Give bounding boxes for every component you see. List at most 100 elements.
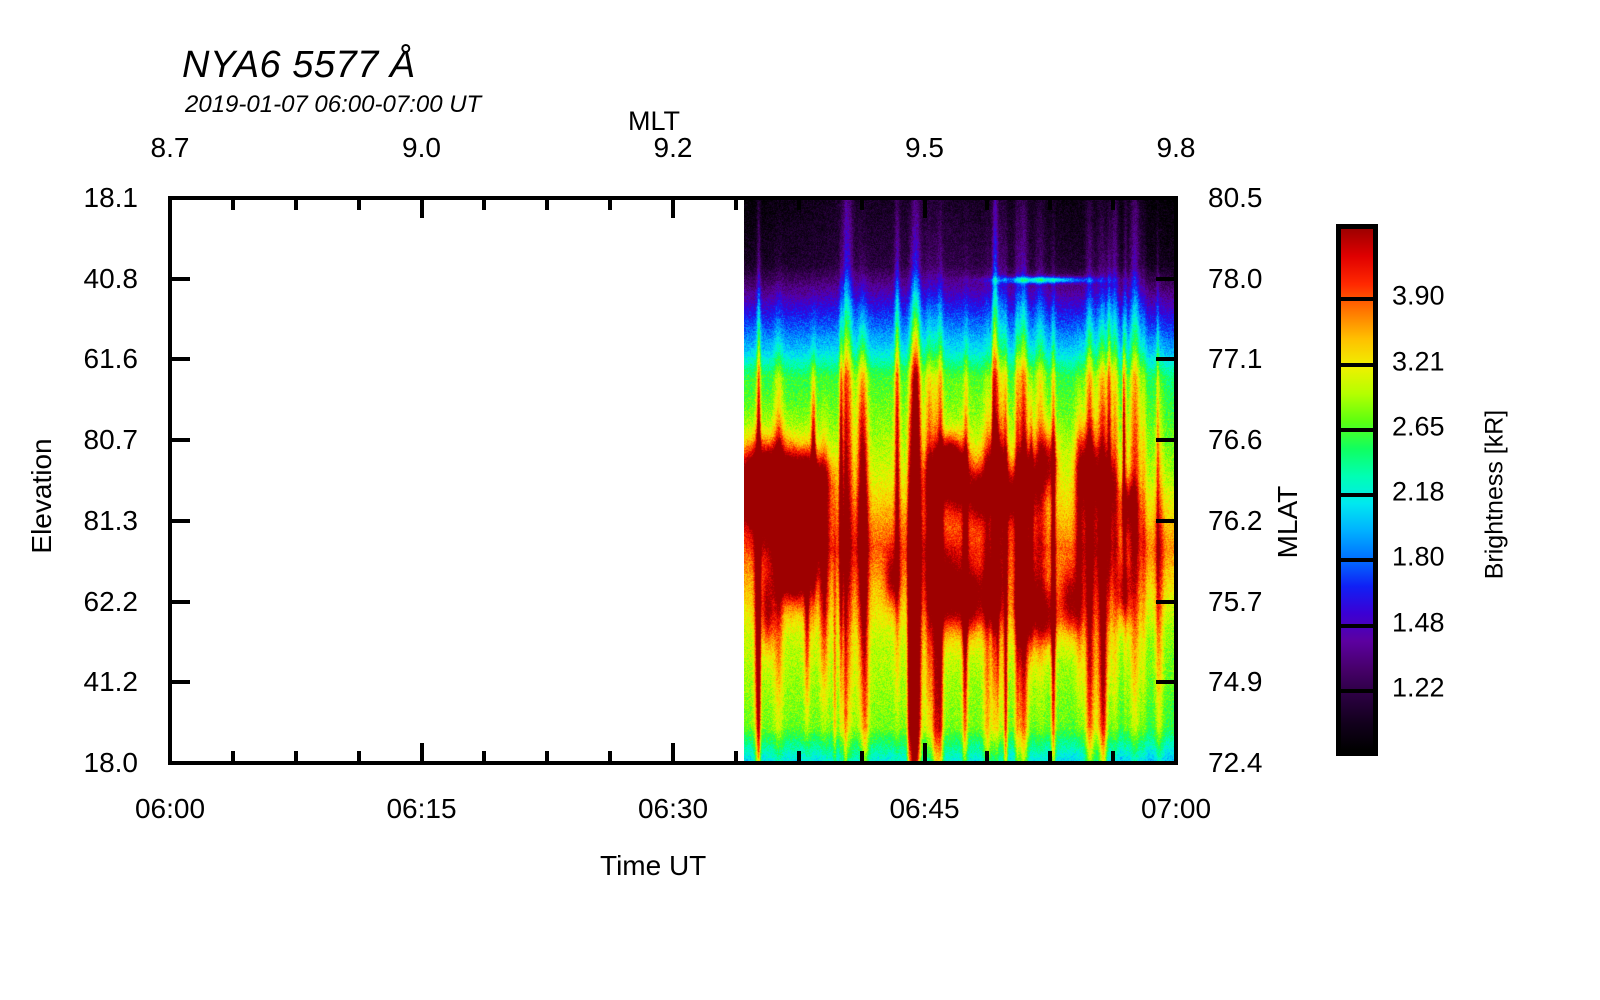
x-tick-label-top: 9.0	[402, 132, 441, 163]
y-major-tick-left	[168, 196, 190, 200]
x-minor-tick-bottom	[545, 751, 550, 765]
x-major-tick-top	[1174, 196, 1178, 218]
y-major-tick-right	[1156, 438, 1178, 443]
x-minor-tick-top	[356, 196, 361, 210]
x-minor-tick-top	[293, 196, 298, 210]
elevation-axis-title: Elevation	[26, 438, 57, 554]
y-tick-label-left: 41.2	[83, 666, 139, 698]
colorbar-tick-label: 1.22	[1392, 672, 1445, 703]
colorbar-divider	[1341, 362, 1373, 367]
x-minor-tick-top	[482, 196, 487, 210]
x-minor-tick-bottom	[1048, 751, 1053, 765]
colorbar-tick-label: 2.18	[1392, 476, 1445, 507]
x-tick-label-bottom: 06:00	[134, 793, 206, 824]
x-minor-tick-top	[1048, 196, 1053, 210]
colorbar-tick-label: 3.90	[1392, 280, 1445, 311]
colorbar-gradient	[1341, 229, 1373, 751]
x-major-tick-bottom	[168, 743, 172, 765]
colorbar-axis-title: Brightness [kR]	[1480, 409, 1509, 580]
y-major-tick-right	[1156, 761, 1178, 765]
colorbar-tick-label: 1.80	[1392, 541, 1445, 572]
colorbar-divider	[1341, 623, 1373, 628]
x-minor-tick-bottom	[482, 751, 487, 765]
x-major-tick-bottom	[922, 743, 927, 765]
y-tick-label-right: 78.0	[1208, 262, 1263, 294]
x-tick-label-bottom: 06:30	[637, 793, 709, 824]
y-tick-label-left: 61.6	[83, 343, 139, 375]
y-tick-label-left: 40.8	[83, 262, 139, 294]
y-major-tick-left	[168, 599, 190, 604]
colorbar-divider	[1341, 493, 1373, 497]
plot-area	[168, 196, 1178, 765]
y-tick-label-right: 76.2	[1208, 504, 1263, 536]
y-tick-label-left: 62.2	[83, 585, 139, 617]
y-tick-label-right: 77.1	[1208, 343, 1263, 375]
colorbar-tick-label: 3.21	[1392, 346, 1445, 376]
colorbar	[1336, 224, 1378, 756]
y-major-tick-left	[168, 276, 190, 281]
colorbar-tick-label: 1.48	[1392, 607, 1445, 637]
x-tick-label-bottom: 06:15	[386, 793, 457, 824]
mlt-axis-title: MLT	[628, 106, 680, 136]
x-minor-tick-bottom	[608, 751, 613, 765]
x-major-tick-bottom	[419, 743, 424, 765]
y-major-tick-right	[1156, 518, 1178, 523]
colorbar-tick-label: 2.65	[1392, 411, 1445, 442]
y-major-tick-left	[168, 680, 190, 685]
x-minor-tick-bottom	[859, 751, 864, 765]
x-major-tick-bottom	[1174, 743, 1178, 765]
x-major-tick-bottom	[671, 743, 675, 765]
time-axis-title: Time UT	[600, 850, 707, 881]
x-minor-tick-bottom	[230, 751, 235, 765]
x-minor-tick-top	[545, 196, 550, 210]
keogram-image	[744, 200, 1174, 761]
plot-inner	[172, 200, 1174, 761]
y-tick-label-right: 80.5	[1208, 182, 1263, 213]
y-major-tick-left	[168, 357, 190, 362]
x-major-tick-top	[419, 196, 424, 218]
y-tick-label-left: 80.7	[83, 424, 139, 456]
x-minor-tick-top	[796, 196, 801, 210]
colorbar-divider	[1341, 297, 1373, 302]
x-minor-tick-top	[859, 196, 864, 210]
colorbar-divider	[1341, 558, 1373, 563]
y-major-tick-left	[168, 761, 190, 765]
x-minor-tick-top	[1111, 196, 1116, 210]
y-major-tick-right	[1156, 196, 1178, 200]
x-minor-tick-top	[608, 196, 613, 210]
y-major-tick-left	[168, 518, 190, 523]
y-tick-label-right: 76.6	[1208, 424, 1263, 456]
x-tick-label-top: 9.2	[653, 132, 693, 163]
x-tick-label-bottom: 07:00	[1140, 793, 1212, 824]
x-minor-tick-bottom	[796, 751, 801, 765]
x-tick-label-top: 8.7	[150, 132, 190, 163]
x-minor-tick-top	[230, 196, 235, 210]
page-title: NYA6 5577 Å	[182, 44, 416, 86]
y-tick-label-right: 74.9	[1208, 666, 1263, 698]
y-major-tick-right	[1156, 680, 1178, 685]
x-tick-label-top: 9.8	[1156, 132, 1196, 163]
x-minor-tick-top	[733, 196, 738, 210]
x-minor-tick-bottom	[293, 751, 298, 765]
x-minor-tick-bottom	[985, 751, 990, 765]
y-tick-label-left: 81.3	[83, 504, 139, 536]
y-major-tick-right	[1156, 357, 1178, 362]
mlat-axis-title: MLAT	[1272, 485, 1303, 559]
y-major-tick-left	[168, 438, 190, 443]
y-tick-label-right: 75.7	[1208, 585, 1263, 617]
x-tick-label-bottom: 06:45	[889, 793, 960, 824]
y-tick-label-left: 18.0	[83, 747, 139, 778]
x-major-tick-top	[168, 196, 172, 218]
x-tick-label-top: 9.5	[905, 132, 944, 163]
x-minor-tick-bottom	[1111, 751, 1116, 765]
x-major-tick-top	[922, 196, 927, 218]
page-subtitle: 2019-01-07 06:00-07:00 UT	[185, 91, 482, 118]
y-major-tick-right	[1156, 599, 1178, 604]
x-minor-tick-bottom	[733, 751, 738, 765]
y-major-tick-right	[1156, 276, 1178, 281]
y-tick-label-right: 72.4	[1208, 747, 1263, 778]
colorbar-divider	[1341, 427, 1373, 432]
y-tick-label-left: 18.1	[83, 182, 139, 213]
colorbar-divider	[1341, 688, 1373, 693]
